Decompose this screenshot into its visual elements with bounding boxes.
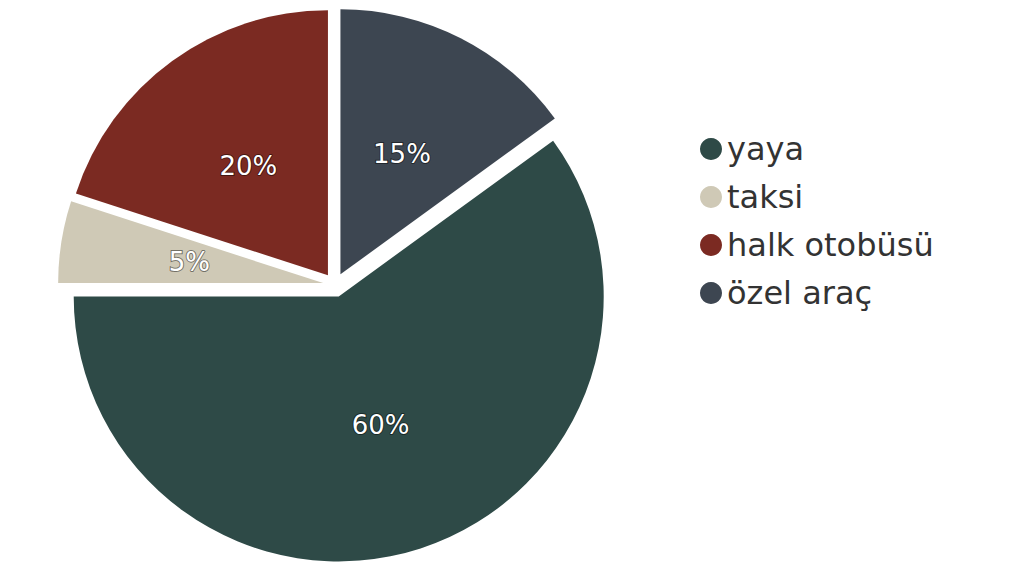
svg-text:15%: 15% (373, 139, 431, 169)
svg-text:taksi: taksi (727, 178, 803, 216)
svg-text:20%: 20% (219, 151, 277, 181)
svg-text:yaya: yaya (727, 130, 804, 168)
svg-text:60%: 60% (352, 410, 410, 440)
svg-text:halk otobüsü: halk otobüsü (727, 226, 934, 264)
svg-text:özel araç: özel araç (727, 274, 872, 312)
svg-text:5%: 5% (169, 247, 210, 277)
